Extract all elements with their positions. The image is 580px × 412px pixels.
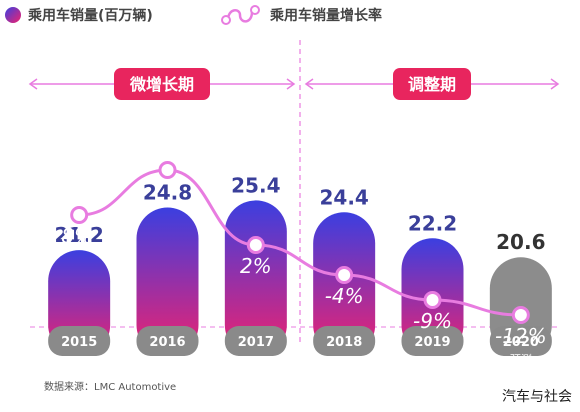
year-base: [136, 326, 199, 356]
year-base: [313, 326, 376, 356]
legend-bar-swatch: [5, 7, 21, 23]
phase-annotations: 微增长期 调整期: [28, 40, 560, 345]
growth-value-label: 8%: [61, 224, 93, 248]
x-tick-label: 2016: [149, 335, 185, 350]
phase-arrowhead: [28, 78, 38, 90]
phase-label-box: [393, 68, 471, 100]
phase-arrowhead: [550, 78, 560, 90]
legend: 乘用车销量(百万辆) 乘用车销量增长率: [5, 5, 382, 25]
watermark-text: 汽车与社会: [502, 389, 572, 405]
growth-point-2018: [335, 266, 354, 284]
growth-line-series: [70, 161, 530, 324]
growth-value-label: 17%: [145, 135, 189, 159]
data-labels: 21.2 24.8 25.4 24.4 22.2 20.6 8% 17% 2% -4% -9% -12…: [54, 135, 546, 348]
bar-2016: [136, 207, 199, 356]
year-base: [224, 326, 287, 356]
growth-value-label: -12%: [495, 324, 547, 348]
x-tick-label: 2020: [503, 335, 539, 350]
bar-2017: [224, 200, 287, 356]
growth-point-2017: [246, 236, 265, 254]
growth-point-2016: [158, 161, 177, 179]
growth-point-2020: [511, 306, 530, 324]
legend-bar-label: 乘用车销量(百万辆): [27, 7, 153, 24]
source-note: 数据来源：LMC Automotive: [44, 382, 177, 393]
bar-2018: [313, 212, 376, 356]
year-base: [48, 326, 111, 356]
bar-value-label: 25.4: [231, 173, 280, 197]
growth-value-label: -4%: [325, 284, 364, 308]
legend-line-swatch: [226, 9, 254, 23]
phase-arrowhead: [304, 78, 314, 90]
phase-arrowhead: [286, 78, 296, 90]
legend-line-marker: [221, 15, 231, 25]
x-tick-label: 2015: [61, 335, 97, 350]
growth-point-2015: [70, 206, 89, 224]
growth-value-label: 2%: [240, 254, 272, 278]
bar-value-label: 24.4: [319, 185, 368, 209]
growth-value-label: -9%: [413, 309, 452, 333]
x-tick-label: 2019: [414, 335, 450, 350]
legend-line-label: 乘用车销量增长率: [269, 7, 382, 24]
bar-value-label: 22.2: [408, 211, 457, 235]
growth-point-2019: [423, 291, 442, 309]
year-base: [489, 326, 552, 356]
legend-line-marker: [250, 5, 260, 15]
phase-label: 微增长期: [129, 75, 194, 94]
phase-label: 调整期: [408, 75, 456, 94]
year-base: [401, 326, 464, 356]
phase-label-box: [114, 68, 210, 100]
bar-value-label: 21.2: [54, 223, 103, 247]
x-tick-label: 2018: [326, 335, 362, 350]
forecast-note: 预测: [510, 353, 532, 366]
bar-value-label: 20.6: [496, 230, 545, 254]
bar-value-label: 24.8: [143, 181, 192, 205]
x-tick-label: 2017: [238, 335, 274, 350]
